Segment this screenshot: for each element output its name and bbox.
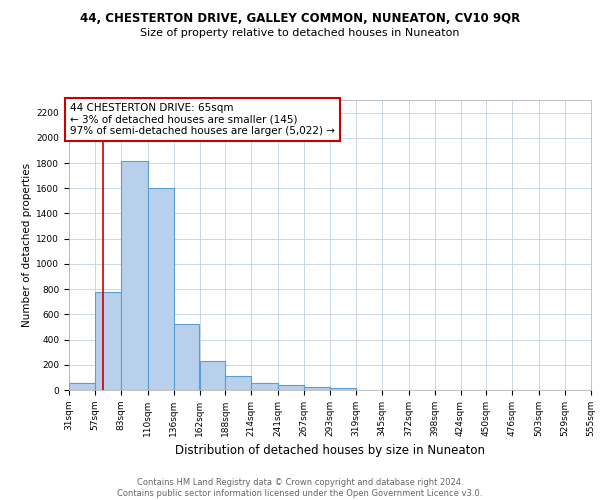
Bar xyxy=(95,292,121,390)
Bar xyxy=(330,388,356,390)
Bar xyxy=(278,385,304,390)
Text: 44, CHESTERTON DRIVE, GALLEY COMMON, NUNEATON, CV10 9QR: 44, CHESTERTON DRIVE, GALLEY COMMON, NUN… xyxy=(80,12,520,26)
Bar xyxy=(226,376,251,390)
Bar xyxy=(121,160,148,390)
Bar xyxy=(173,324,199,390)
X-axis label: Distribution of detached houses by size in Nuneaton: Distribution of detached houses by size … xyxy=(175,444,485,458)
Bar xyxy=(251,383,278,390)
Bar xyxy=(199,361,226,390)
Text: 44 CHESTERTON DRIVE: 65sqm
← 3% of detached houses are smaller (145)
97% of semi: 44 CHESTERTON DRIVE: 65sqm ← 3% of detac… xyxy=(70,103,335,136)
Text: Size of property relative to detached houses in Nuneaton: Size of property relative to detached ho… xyxy=(140,28,460,38)
Bar xyxy=(304,387,330,390)
Bar xyxy=(148,188,173,390)
Bar xyxy=(69,383,95,390)
Text: Contains HM Land Registry data © Crown copyright and database right 2024.
Contai: Contains HM Land Registry data © Crown c… xyxy=(118,478,482,498)
Y-axis label: Number of detached properties: Number of detached properties xyxy=(22,163,32,327)
